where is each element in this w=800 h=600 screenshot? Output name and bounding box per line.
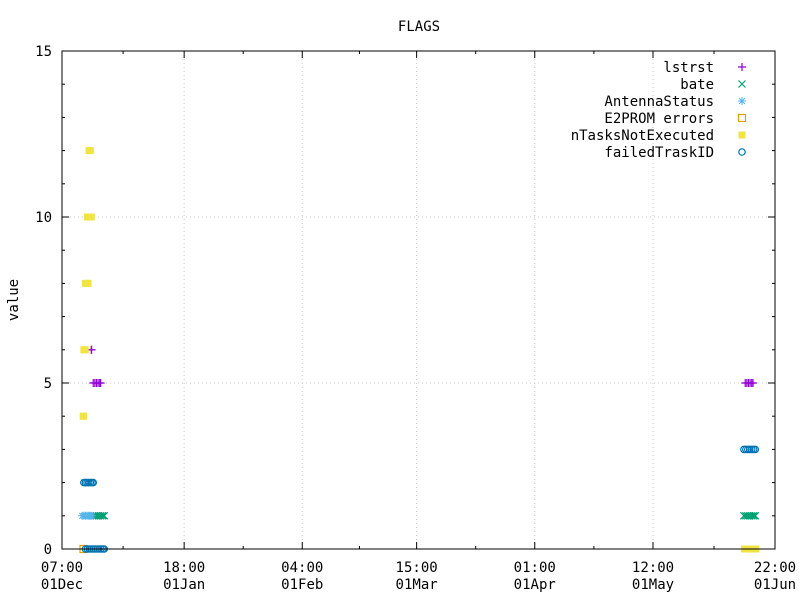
data-point [84,279,92,287]
data-point [86,147,94,155]
data-point [749,511,758,520]
y-tick-label: 0 [44,542,52,558]
data-point [87,213,95,221]
series-lstrst [87,345,757,387]
x-tick-label-time: 04:00 [281,560,323,576]
data-point [81,346,89,354]
data-point [89,478,98,487]
x-tick-label-time: 22:00 [754,560,796,576]
gridlines [62,51,775,549]
data-point [747,511,756,520]
x-tick-label-date: 01Feb [281,577,323,593]
data-point [98,511,107,520]
data-point [96,379,105,387]
data-point [751,445,760,454]
chart-title: FLAGS [398,19,440,35]
x-tick-label-date: 01Jan [163,577,205,593]
x-tick-label-time: 12:00 [632,560,674,576]
data-point [87,511,96,520]
data-point [80,412,88,420]
data-point [748,379,757,387]
y-tick-label: 5 [44,376,52,392]
legend-label: bate [680,77,714,93]
x-tick-label-time: 15:00 [396,560,438,576]
legend-label: failedTraskID [604,145,714,161]
x-tick-label-time: 07:00 [41,560,83,576]
legend-marker [738,63,746,71]
legend-label: nTasksNotExecuted [571,128,714,144]
data-point [751,511,760,520]
legend-marker [738,131,746,139]
legend-marker [737,113,747,123]
plot-frame [61,50,776,550]
legend-marker [738,80,746,88]
data-point [100,511,109,520]
series-antennastatus [78,511,96,520]
x-tick-label-time: 18:00 [163,560,205,576]
legend-label: AntennaStatus [604,94,714,110]
x-tick-label-time: 01:00 [514,560,556,576]
legend-label: E2PROM errors [604,111,714,127]
x-tick-label-date: 01May [632,577,674,593]
y-tick-label: 10 [35,210,52,226]
y-axis-label: value [6,279,22,321]
data-point [96,511,105,520]
legend-marker [738,148,746,156]
x-tick-label-date: 01Mar [396,577,438,593]
legend-marker [738,97,746,105]
x-tick-label-date: 01Jun [754,577,796,593]
x-tick-label-date: 01Dec [41,577,83,593]
y-tick-label: 15 [35,44,52,60]
data-point [87,345,96,354]
legend-label: lstrst [663,60,714,76]
x-tick-label-date: 01Apr [514,577,556,593]
